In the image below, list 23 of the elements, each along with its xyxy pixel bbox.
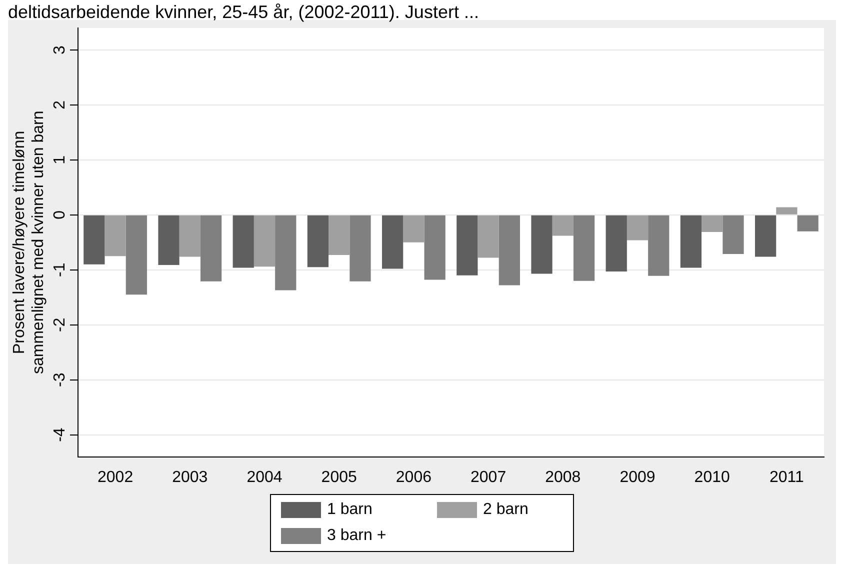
x-tick-label: 2011 xyxy=(769,468,804,486)
legend-label: 1 barn xyxy=(327,501,374,519)
x-tick-label: 2002 xyxy=(98,468,134,486)
y-tick-label: -1 xyxy=(51,262,68,278)
y-axis-title: Prosent lavere/høyere timelønn sammenlignet med kvinner uten barn xyxy=(11,110,48,374)
x-tick-label: 2004 xyxy=(246,468,282,486)
y-tick-label: -2 xyxy=(51,318,68,332)
x-tick-label: 2007 xyxy=(470,468,506,486)
x-tick-label: 2005 xyxy=(321,468,357,486)
x-tick-label: 2003 xyxy=(172,468,208,486)
x-tick-label: 2008 xyxy=(545,468,581,486)
y-tick-label: -4 xyxy=(51,428,68,442)
y-tick-label: 0 xyxy=(51,210,68,220)
y-tick-label: 3 xyxy=(51,45,68,54)
x-tick-label: 2010 xyxy=(694,468,730,486)
x-tick-label: 2006 xyxy=(396,468,432,486)
y-tick-label: -3 xyxy=(51,372,68,387)
y-tick-label: 1 xyxy=(51,155,68,164)
legend-label: 2 barn xyxy=(483,501,530,519)
x-tick-label: 2009 xyxy=(620,468,656,486)
legend-label: 3 barn + xyxy=(327,527,388,545)
chart-title: deltidsarbeidende kvinner, 25-45 år, (2002-2011). Justert ... xyxy=(8,2,480,22)
y-tick-label: 2 xyxy=(51,100,68,110)
